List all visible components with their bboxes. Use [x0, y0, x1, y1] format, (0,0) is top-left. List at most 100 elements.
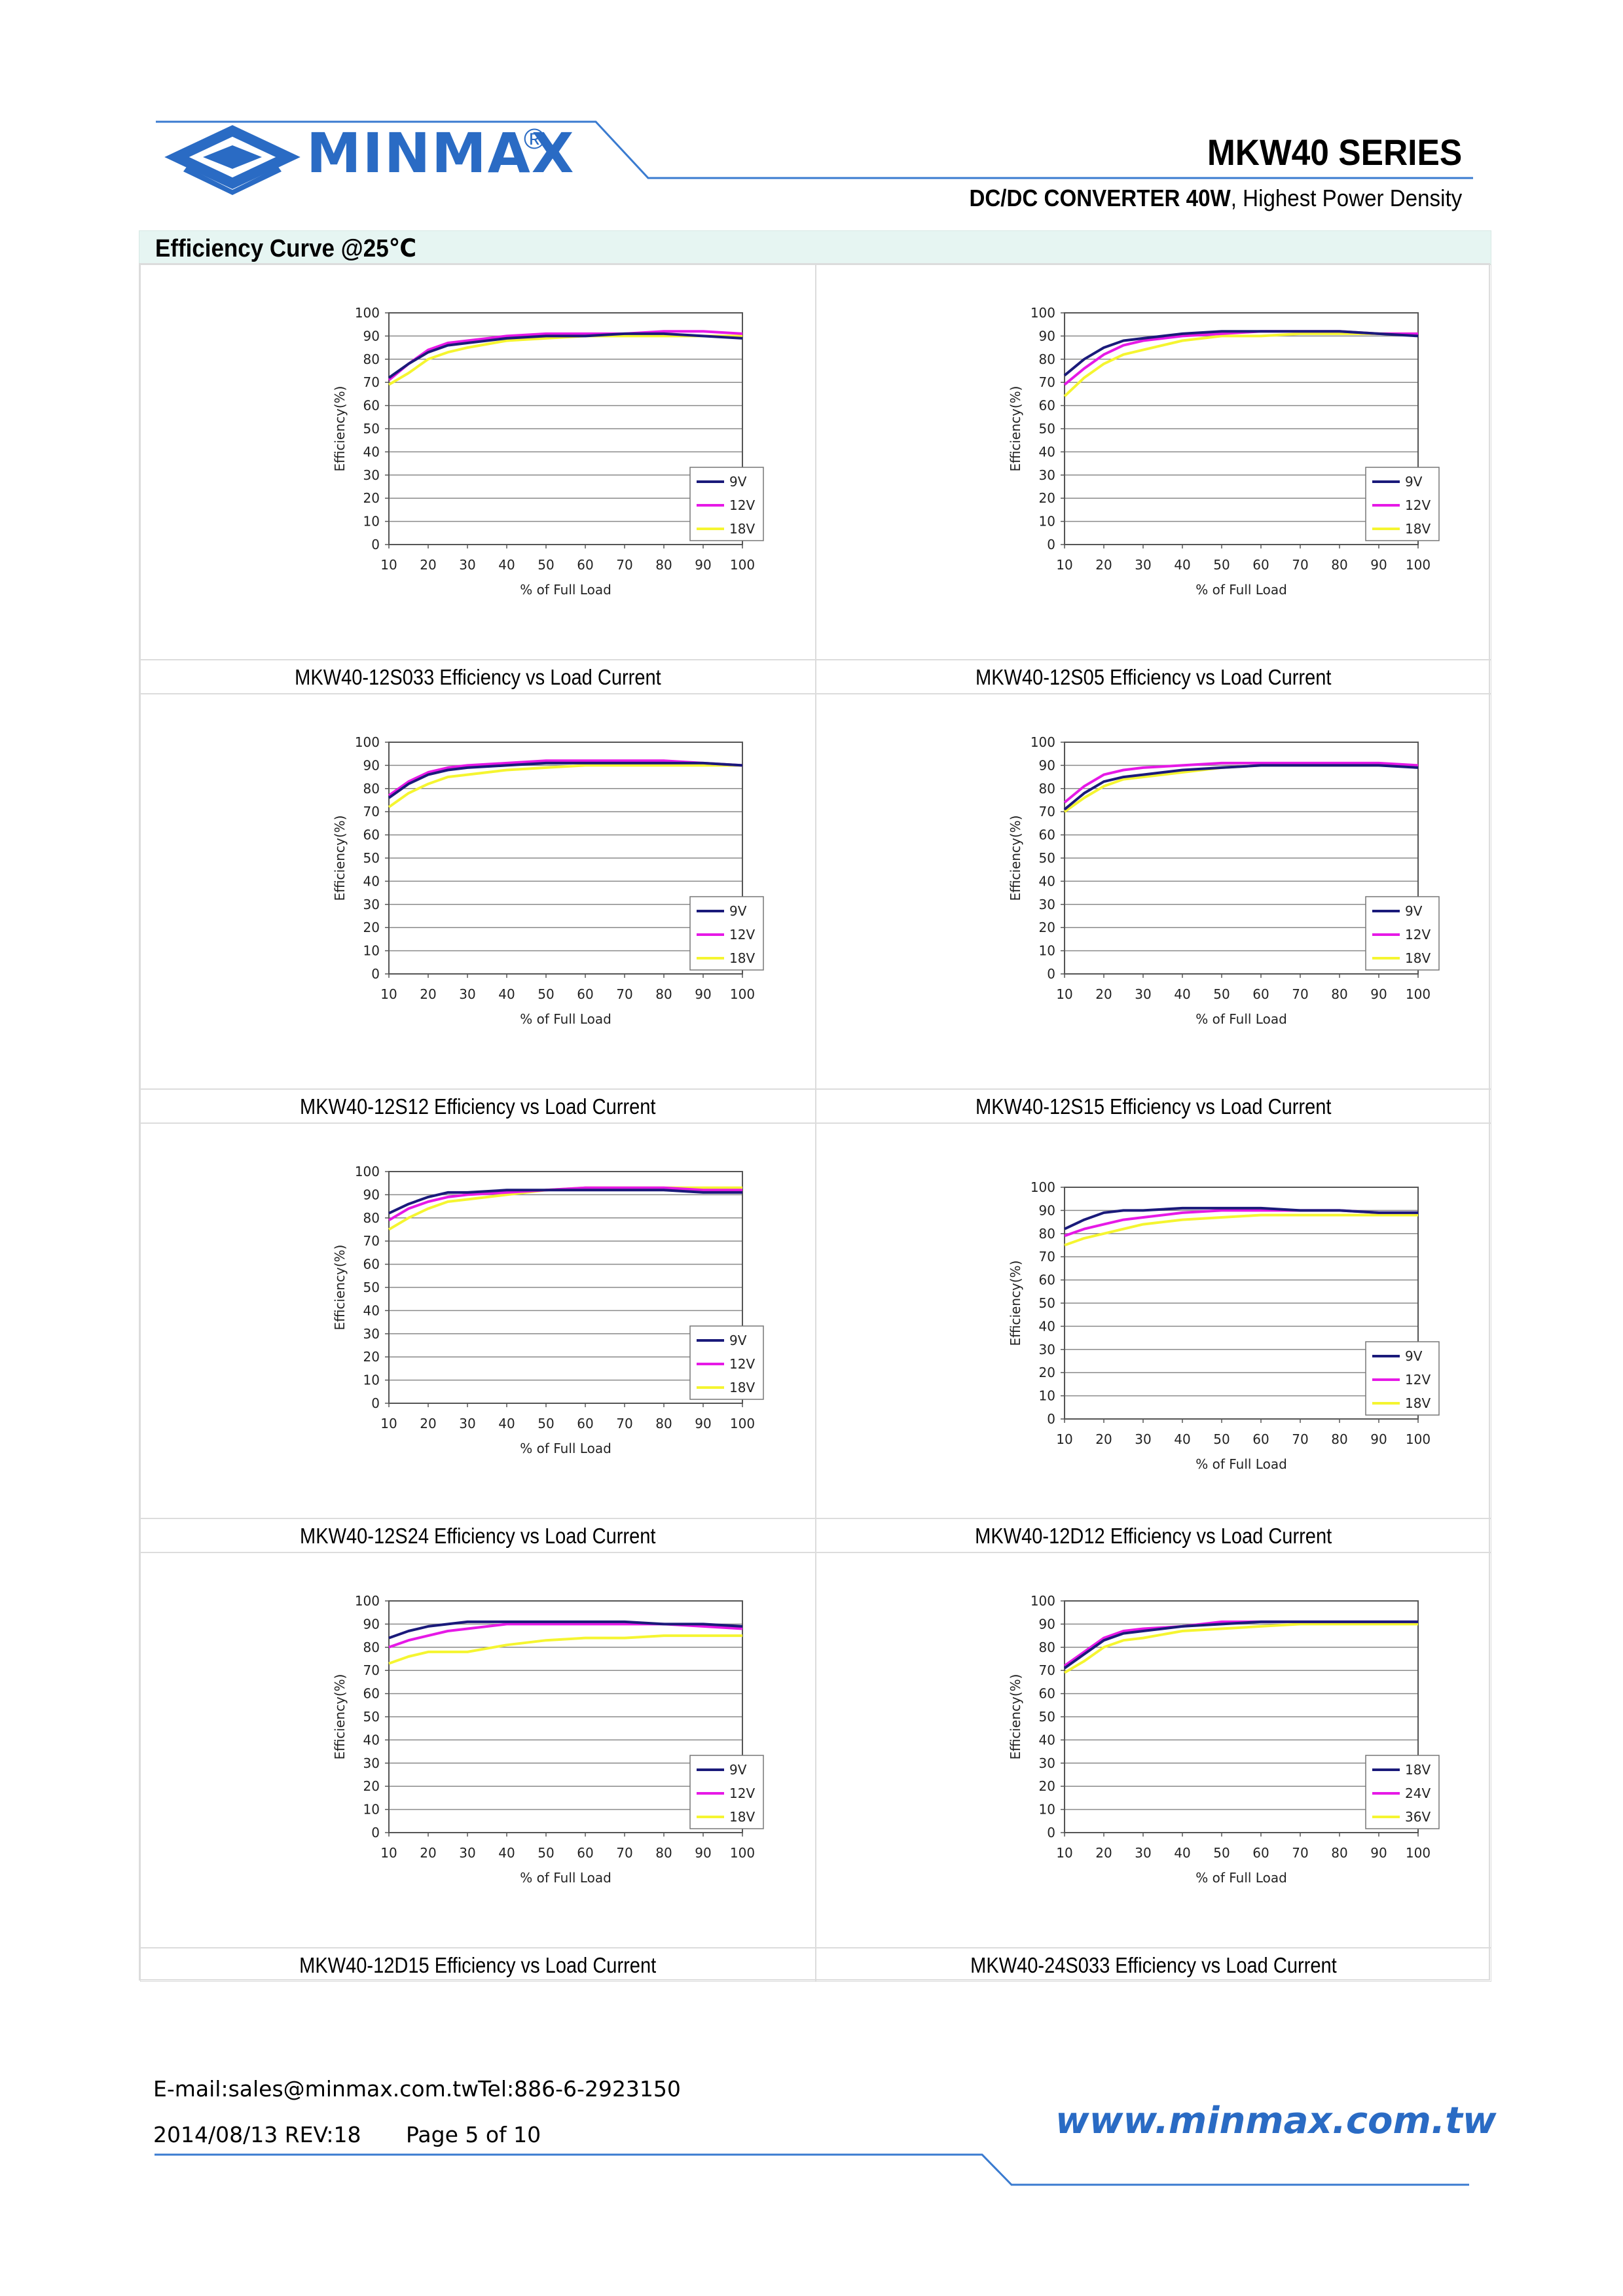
- x-tick-label: 10: [380, 986, 397, 1002]
- y-tick-label: 40: [1039, 873, 1055, 889]
- subtitle-rest: , Highest Power Density: [1230, 185, 1462, 211]
- y-axis-label: Efficiency(%): [1008, 1674, 1023, 1760]
- y-tick-label: 50: [1039, 1709, 1055, 1725]
- y-tick-label: 60: [363, 398, 380, 414]
- x-axis-label: % of Full Load: [1195, 1870, 1287, 1886]
- y-tick-label: 40: [363, 1732, 380, 1748]
- y-tick-label: 80: [363, 1640, 380, 1655]
- x-tick-label: 100: [730, 1845, 755, 1861]
- x-tick-label: 80: [655, 1416, 672, 1431]
- y-tick-label: 60: [363, 827, 380, 843]
- legend-label: 18V: [1405, 950, 1431, 966]
- x-tick-label: 60: [577, 1416, 593, 1431]
- y-tick-label: 70: [1039, 374, 1055, 390]
- x-tick-label: 30: [459, 557, 475, 573]
- y-tick-label: 100: [1030, 1179, 1055, 1195]
- y-axis-label: Efficiency(%): [332, 386, 348, 472]
- y-tick-label: 70: [363, 374, 380, 390]
- x-tick-label: 90: [1370, 986, 1387, 1002]
- x-axis-label: % of Full Load: [520, 1870, 611, 1886]
- x-tick-label: 100: [730, 1416, 755, 1431]
- x-tick-label: 80: [1331, 1845, 1347, 1861]
- y-tick-label: 0: [1047, 1411, 1055, 1427]
- y-tick-label: 0: [1047, 537, 1055, 552]
- y-tick-label: 0: [1047, 1825, 1055, 1840]
- y-tick-label: 10: [363, 514, 380, 529]
- series-line-9V: [388, 332, 743, 379]
- series-line-18V: [1063, 1620, 1418, 1670]
- x-tick-label: 80: [1331, 1431, 1347, 1447]
- x-tick-label: 40: [1174, 1431, 1190, 1447]
- legend-label: 9V: [729, 1762, 747, 1778]
- y-tick-label: 20: [363, 1349, 380, 1365]
- series-title: MKW40 SERIES: [1207, 132, 1462, 173]
- x-tick-label: 50: [538, 1845, 554, 1861]
- y-tick-label: 30: [363, 467, 380, 483]
- x-tick-label: 70: [616, 1845, 632, 1861]
- y-tick-label: 80: [363, 351, 380, 367]
- x-tick-label: 50: [1213, 1845, 1230, 1861]
- y-tick-label: 60: [363, 1257, 380, 1272]
- y-tick-label: 40: [1039, 444, 1055, 459]
- x-tick-label: 50: [1213, 1431, 1230, 1447]
- x-tick-label: 70: [1292, 557, 1308, 573]
- x-tick-label: 30: [1135, 986, 1151, 1002]
- x-tick-label: 90: [695, 557, 711, 573]
- chart-caption-text: MKW40-12S15 Efficiency vs Load Current: [976, 1094, 1332, 1119]
- legend-label: 12V: [729, 1785, 755, 1801]
- y-tick-label: 90: [1039, 757, 1055, 773]
- y-tick-label: 10: [1039, 1388, 1055, 1404]
- y-tick-label: 100: [355, 734, 380, 750]
- x-tick-label: 10: [380, 557, 397, 573]
- x-tick-label: 30: [459, 986, 475, 1002]
- y-tick-label: 50: [1039, 421, 1055, 437]
- y-tick-label: 50: [363, 421, 380, 437]
- legend-label: 9V: [1405, 903, 1423, 919]
- y-tick-label: 0: [371, 537, 380, 552]
- y-tick-label: 100: [355, 1593, 380, 1609]
- x-tick-label: 100: [1406, 1845, 1431, 1861]
- y-tick-label: 30: [363, 1326, 380, 1342]
- x-tick-label: 80: [1331, 557, 1347, 573]
- legend-label: 18V: [729, 521, 755, 537]
- x-tick-label: 100: [1406, 557, 1431, 573]
- x-tick-label: 40: [1174, 1845, 1190, 1861]
- x-tick-label: 70: [1292, 1845, 1308, 1861]
- y-tick-label: 60: [1039, 827, 1055, 843]
- x-tick-label: 40: [1174, 557, 1190, 573]
- y-tick-label: 10: [1039, 1802, 1055, 1818]
- chart-caption-text: MKW40-12S24 Efficiency vs Load Current: [300, 1524, 656, 1548]
- y-tick-label: 70: [1039, 1249, 1055, 1265]
- x-tick-label: 90: [1370, 557, 1387, 573]
- x-tick-label: 80: [655, 986, 672, 1002]
- y-tick-label: 100: [355, 1164, 380, 1179]
- y-tick-label: 100: [1030, 305, 1055, 321]
- x-tick-label: 20: [420, 1845, 436, 1861]
- y-tick-label: 80: [363, 781, 380, 797]
- x-axis-label: % of Full Load: [1195, 582, 1287, 598]
- y-axis-label: Efficiency(%): [1008, 1261, 1023, 1346]
- chart-caption: MKW40-12S033 Efficiency vs Load Current: [140, 660, 816, 694]
- x-tick-label: 70: [616, 557, 632, 573]
- x-tick-label: 100: [1406, 1431, 1431, 1447]
- chart-caption: MKW40-12S05 Efficiency vs Load Current: [816, 660, 1491, 694]
- y-tick-label: 40: [363, 444, 380, 459]
- chart-caption-text: MKW40-24S033 Efficiency vs Load Current: [970, 1953, 1337, 1977]
- x-tick-label: 30: [1135, 557, 1151, 573]
- x-tick-label: 50: [1213, 986, 1230, 1002]
- y-tick-label: 80: [1039, 781, 1055, 797]
- legend-label: 12V: [729, 497, 755, 513]
- section-title: Efficiency Curve @25℃: [155, 235, 416, 262]
- chart-caption: MKW40-12S12 Efficiency vs Load Current: [140, 1089, 816, 1123]
- y-tick-label: 0: [371, 1395, 380, 1411]
- y-tick-label: 50: [363, 850, 380, 866]
- y-tick-label: 10: [363, 1372, 380, 1388]
- y-tick-label: 90: [1039, 1616, 1055, 1632]
- y-axis-label: Efficiency(%): [332, 816, 348, 901]
- x-tick-label: 40: [498, 557, 515, 573]
- footer-website-link[interactable]: www.minmax.com.tw: [1055, 2100, 1497, 2142]
